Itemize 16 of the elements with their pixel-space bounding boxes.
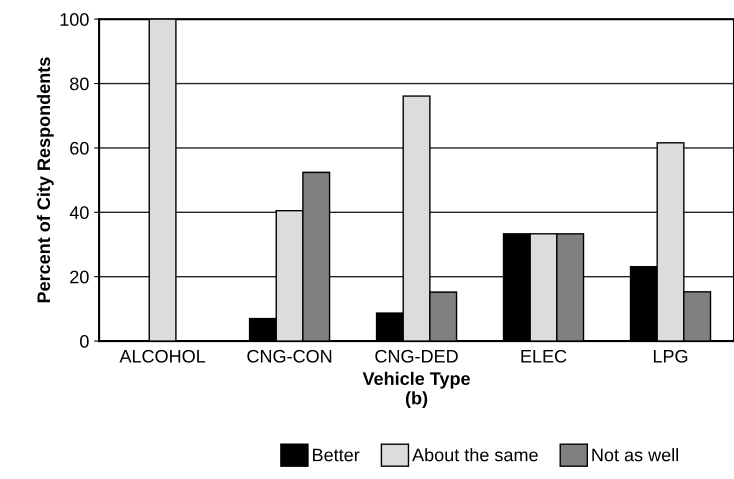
y-tick-label: 20 [70,270,89,284]
legend-label: Not as well [592,448,678,462]
y-tick-label: 40 [70,206,89,220]
x-tick-label: CNG-CON [247,350,332,363]
x-axis-title: Vehicle Type (b) [362,372,470,408]
x-tick-label: CNG-DED [375,350,458,363]
y-tick-label: 100 [60,13,89,26]
x-tick-label: ELEC [521,350,566,363]
x-tick-label: ALCOHOL [119,350,206,363]
legend-label: Better [313,448,360,462]
legend-label: About the same [412,448,538,462]
y-axis-title: Percent of City Respondents [36,57,54,302]
y-tick-label: 80 [70,77,89,90]
y-tick-label: 0 [80,334,89,348]
y-tick-label: 60 [70,142,89,155]
x-tick-label: LPG [654,350,688,363]
